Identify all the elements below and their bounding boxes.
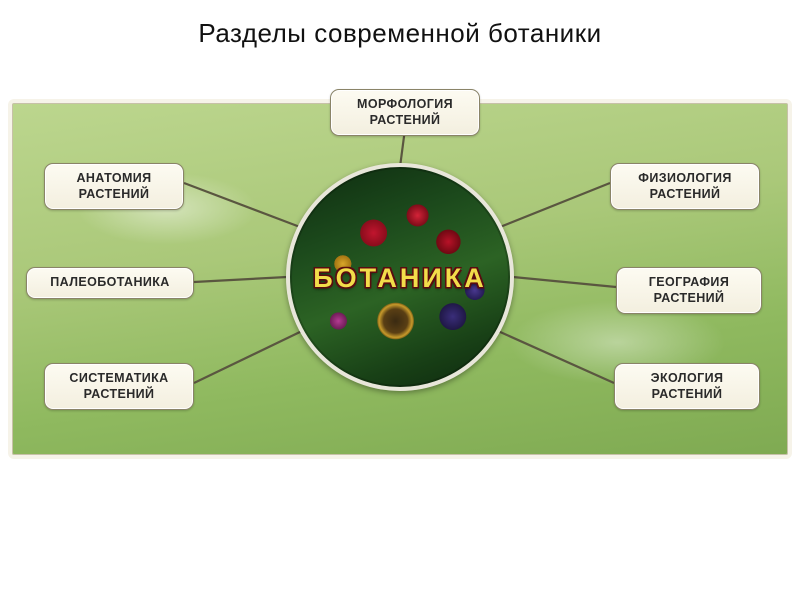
node-geography: ГЕОГРАФИЯРАСТЕНИЙ <box>616 267 762 314</box>
node-physiology: ФИЗИОЛОГИЯРАСТЕНИЙ <box>610 163 760 210</box>
center-label: БОТАНИКА <box>290 263 510 294</box>
diagram: БОТАНИКА МОРФОЛОГИЯРАСТЕНИЙ АНАТОМИЯРАСТЕ… <box>0 69 800 539</box>
node-systematics: СИСТЕМАТИКАРАСТЕНИЙ <box>44 363 194 410</box>
page-title: Разделы современной ботаники <box>0 0 800 59</box>
node-anatomy: АНАТОМИЯРАСТЕНИЙ <box>44 163 184 210</box>
node-ecology: ЭКОЛОГИЯРАСТЕНИЙ <box>614 363 760 410</box>
center-circle: БОТАНИКА <box>286 163 514 391</box>
node-paleobotany: ПАЛЕОБОТАНИКА <box>26 267 194 299</box>
node-morphology: МОРФОЛОГИЯРАСТЕНИЙ <box>330 89 480 136</box>
